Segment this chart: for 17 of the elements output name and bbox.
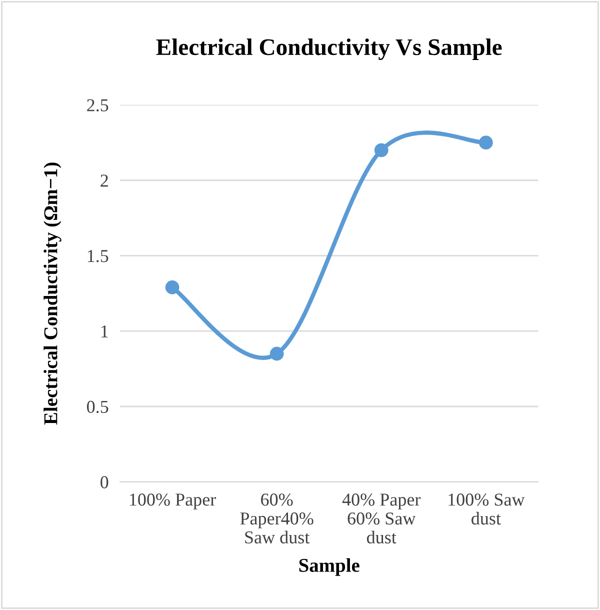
chart-title: Electrical Conductivity Vs Sample <box>156 38 502 60</box>
point <box>270 346 284 361</box>
y-tick-label: 0 <box>100 476 108 488</box>
x-tick-label: 40% Paper 60% Saw dust <box>342 494 421 544</box>
x-axis-title: Sample <box>299 558 360 576</box>
x-tick-label: 100% Paper <box>130 494 216 510</box>
x-tick-label: 100% Saw dust <box>448 494 525 525</box>
point <box>165 280 180 294</box>
y-tick-label: 1.5 <box>88 250 108 262</box>
y-tick-label: 0.5 <box>87 400 108 414</box>
y-tick-label: 2 <box>100 174 108 187</box>
point <box>374 143 388 158</box>
point <box>478 136 493 150</box>
y-axis-title: Electrical Conductivity (Ωm−1) <box>44 162 62 425</box>
y-tick-label: 2.5 <box>87 99 108 112</box>
x-tick-label: 60% Paper40% Saw dust <box>240 494 314 544</box>
y-tick-label: 1 <box>101 325 108 338</box>
